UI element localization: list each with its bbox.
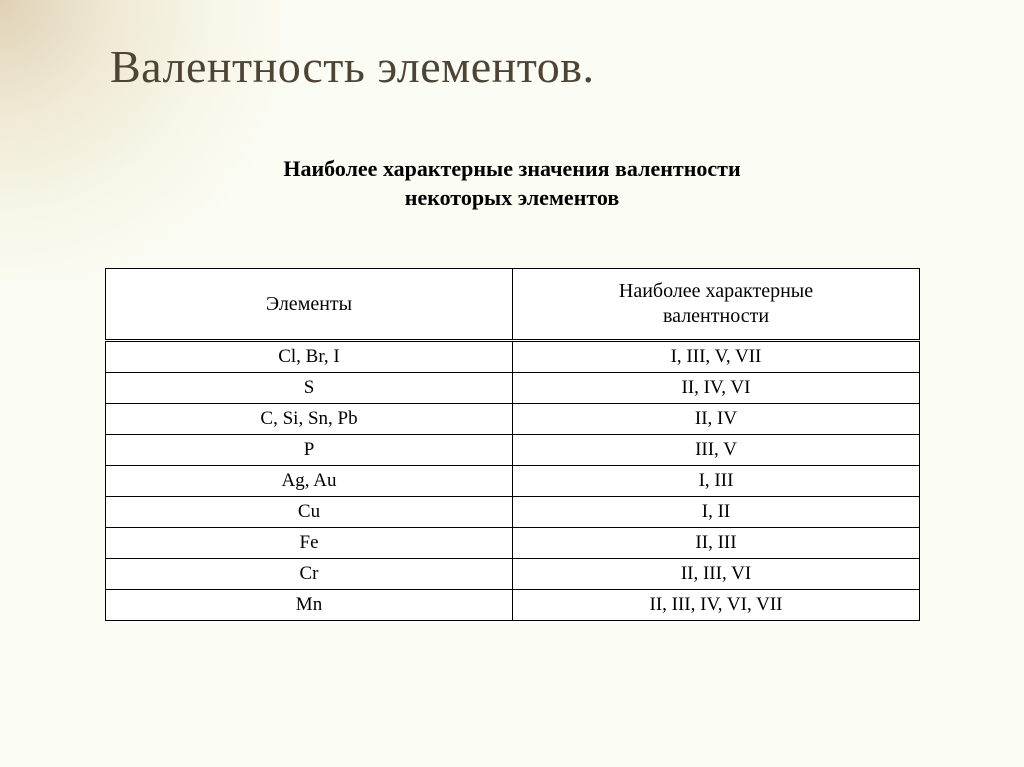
cell-valences: I, III <box>513 466 920 497</box>
table-row: C, Si, Sn, Pb II, IV <box>106 404 920 435</box>
cell-elements: Ag, Au <box>106 466 513 497</box>
table-row: P III, V <box>106 435 920 466</box>
cell-valences: I, III, V, VII <box>513 341 920 373</box>
cell-valences: II, III, VI <box>513 559 920 590</box>
cell-valences: II, IV, VI <box>513 373 920 404</box>
cell-elements: Cu <box>106 497 513 528</box>
table-row: Cu I, II <box>106 497 920 528</box>
header-valences-line2: валентности <box>663 305 769 327</box>
header-valences-line1: Наиболее характерные <box>619 280 813 302</box>
table-row: S II, IV, VI <box>106 373 920 404</box>
cell-valences: II, III, IV, VI, VII <box>513 590 920 621</box>
cell-valences: II, III <box>513 528 920 559</box>
cell-valences: III, V <box>513 435 920 466</box>
cell-elements: Cr <box>106 559 513 590</box>
cell-elements: Mn <box>106 590 513 621</box>
subtitle: Наиболее характерные значения валентност… <box>0 155 1024 212</box>
header-elements: Элементы <box>106 269 513 341</box>
cell-valences: I, II <box>513 497 920 528</box>
table-row: Cr II, III, VI <box>106 559 920 590</box>
page-title: Валентность элементов. <box>110 40 595 93</box>
valence-table-container: Элементы Наиболее характерные валентност… <box>105 268 920 621</box>
cell-elements: Cl, Br, I <box>106 341 513 373</box>
table-row: Fe II, III <box>106 528 920 559</box>
table-row: Mn II, III, IV, VI, VII <box>106 590 920 621</box>
subtitle-line-1: Наиболее характерные значения валентност… <box>283 156 740 181</box>
cell-valences: II, IV <box>513 404 920 435</box>
subtitle-line-2: некоторых элементов <box>405 185 619 210</box>
cell-elements: S <box>106 373 513 404</box>
cell-elements: Fe <box>106 528 513 559</box>
cell-elements: P <box>106 435 513 466</box>
table-body: Cl, Br, I I, III, V, VII S II, IV, VI C,… <box>106 341 920 621</box>
cell-elements: C, Si, Sn, Pb <box>106 404 513 435</box>
valence-table: Элементы Наиболее характерные валентност… <box>105 268 920 621</box>
table-header-row: Элементы Наиболее характерные валентност… <box>106 269 920 341</box>
table-row: Cl, Br, I I, III, V, VII <box>106 341 920 373</box>
header-valences: Наиболее характерные валентности <box>513 269 920 341</box>
table-row: Ag, Au I, III <box>106 466 920 497</box>
